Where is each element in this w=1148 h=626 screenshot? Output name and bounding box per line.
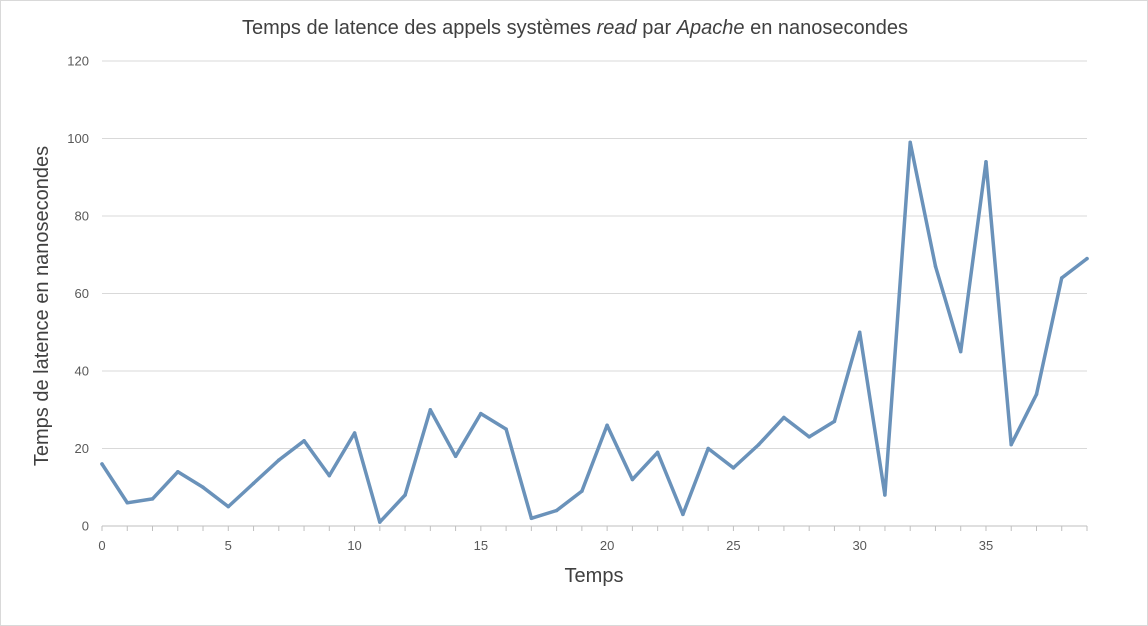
x-axis-title: Temps bbox=[565, 565, 624, 587]
data-point bbox=[959, 350, 963, 354]
data-point bbox=[833, 420, 837, 424]
data-point bbox=[732, 466, 736, 470]
x-tick-label: 35 bbox=[979, 538, 993, 553]
y-tick-label: 20 bbox=[75, 441, 89, 456]
data-point bbox=[782, 416, 786, 420]
data-point bbox=[227, 505, 231, 509]
chart-title: Temps de latence des appels systèmes rea… bbox=[242, 17, 908, 39]
x-tick-label: 20 bbox=[600, 538, 614, 553]
data-point bbox=[1009, 443, 1013, 447]
data-point bbox=[479, 412, 483, 416]
data-point bbox=[1060, 276, 1064, 280]
x-tick-label: 15 bbox=[474, 538, 488, 553]
data-point bbox=[605, 424, 609, 428]
data-point bbox=[883, 493, 887, 497]
data-point bbox=[176, 470, 180, 474]
data-point bbox=[908, 141, 912, 145]
x-tick-labels: 0 5 10 15 20 25 30 35 bbox=[98, 538, 993, 553]
x-tick-label: 10 bbox=[347, 538, 361, 553]
data-point bbox=[757, 443, 761, 447]
axes bbox=[102, 526, 1087, 531]
y-axis-title: Temps de latence en nanosecondes bbox=[31, 146, 53, 466]
y-tick-label: 100 bbox=[67, 131, 89, 146]
series-line bbox=[102, 142, 1087, 522]
data-point bbox=[530, 517, 534, 521]
data-point bbox=[454, 455, 458, 459]
gridlines bbox=[102, 61, 1087, 449]
x-tick-label: 0 bbox=[98, 538, 105, 553]
data-point bbox=[858, 331, 862, 335]
chart-title-part: Temps de latence des appels systèmes bbox=[242, 17, 597, 39]
chart-title-part: en nanosecondes bbox=[745, 17, 908, 39]
chart-title-part: Apache bbox=[676, 17, 745, 39]
data-point bbox=[403, 493, 407, 497]
data-point bbox=[580, 489, 584, 493]
data-point bbox=[984, 160, 988, 164]
data-point bbox=[555, 509, 559, 513]
data-point bbox=[706, 447, 710, 451]
data-point bbox=[302, 439, 306, 443]
data-point bbox=[353, 431, 357, 435]
data-point bbox=[126, 501, 130, 505]
data-point bbox=[429, 408, 433, 412]
data-point bbox=[328, 474, 332, 478]
data-point bbox=[201, 486, 205, 490]
x-tick-label: 30 bbox=[852, 538, 866, 553]
data-point bbox=[277, 458, 281, 462]
y-tick-label: 0 bbox=[82, 519, 89, 534]
chart-title-part: par bbox=[637, 17, 677, 39]
y-tick-label: 120 bbox=[67, 54, 89, 69]
y-tick-label: 60 bbox=[75, 286, 89, 301]
series-points bbox=[100, 141, 1089, 524]
chart-title-part: read bbox=[597, 17, 638, 39]
data-point bbox=[1035, 393, 1039, 397]
data-point bbox=[504, 427, 508, 431]
data-point bbox=[807, 435, 811, 439]
data-point bbox=[1085, 257, 1089, 261]
data-point bbox=[681, 513, 685, 517]
y-tick-labels: 0 20 40 60 80 100 120 bbox=[67, 54, 89, 534]
data-point bbox=[252, 482, 256, 486]
data-point bbox=[100, 462, 104, 466]
y-tick-label: 40 bbox=[75, 364, 89, 379]
data-point bbox=[934, 265, 938, 269]
data-point bbox=[378, 520, 382, 524]
y-tick-label: 80 bbox=[75, 209, 89, 224]
data-point bbox=[656, 451, 660, 455]
x-tick-label: 25 bbox=[726, 538, 740, 553]
x-tick-label: 5 bbox=[225, 538, 232, 553]
series-layer bbox=[100, 141, 1089, 524]
data-point bbox=[631, 478, 635, 482]
data-point bbox=[151, 497, 155, 501]
